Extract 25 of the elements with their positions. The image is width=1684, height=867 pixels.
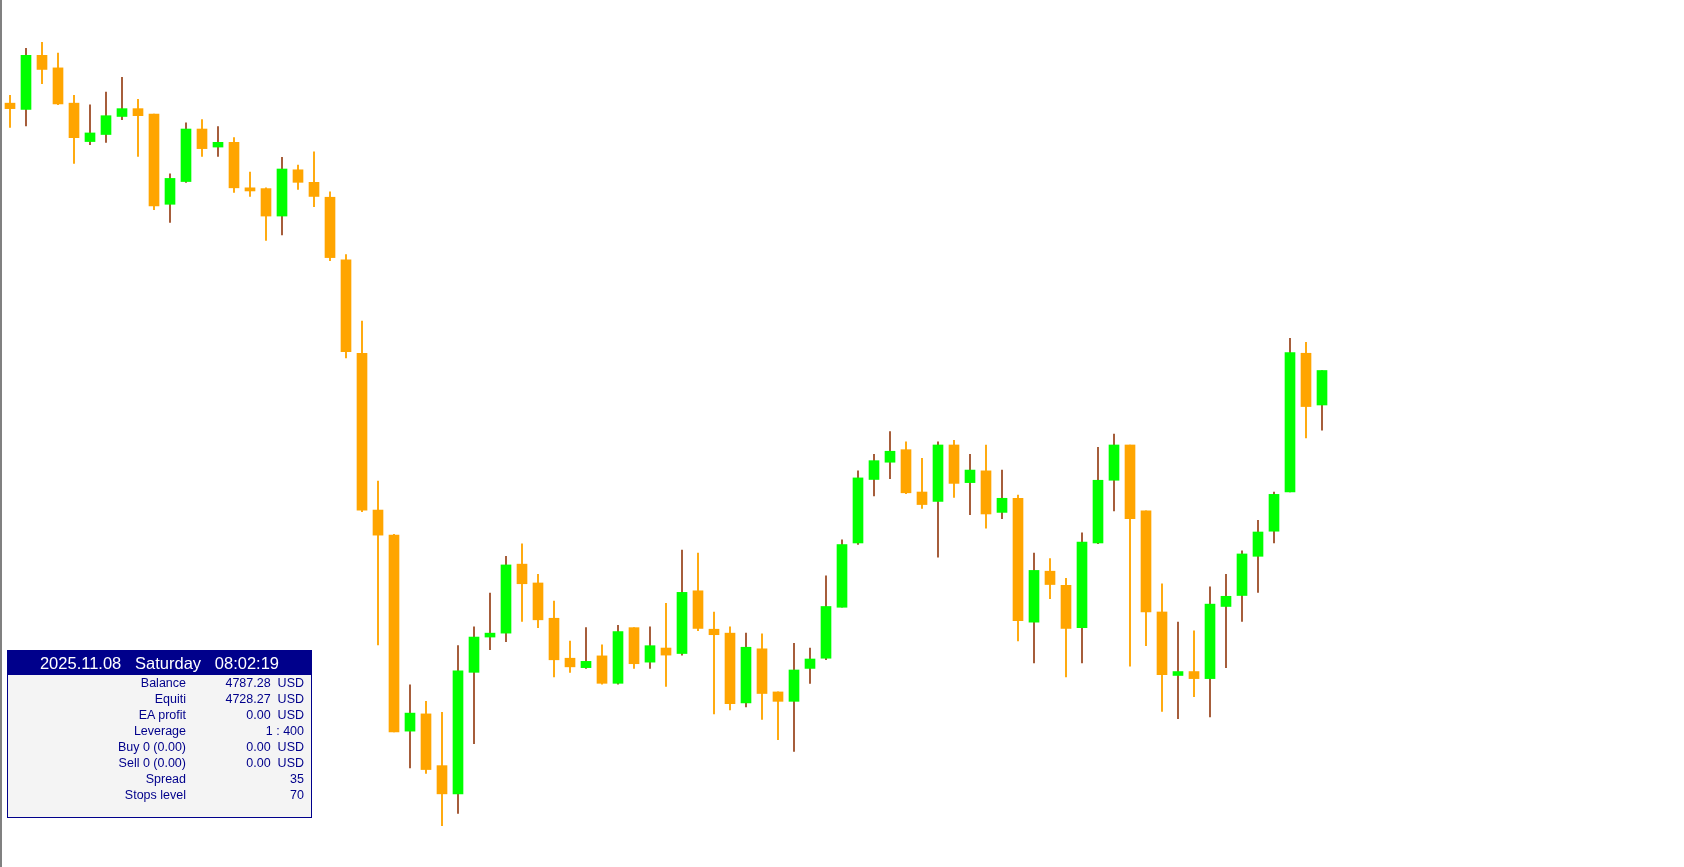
category-label: Equiti xyxy=(153,691,186,707)
candlestick xyxy=(708,611,720,715)
category-label: EA profit xyxy=(137,707,186,723)
category-label: Sell 0 (0.00) xyxy=(117,755,186,771)
category-label: Buy 0 (0.00) xyxy=(116,739,186,755)
category-label: Leverage xyxy=(132,723,186,739)
text: 4787.28 USD xyxy=(225,676,304,690)
text: 0.00 USD xyxy=(246,756,304,770)
candlestick xyxy=(244,171,256,197)
text: 2025.11.08 Saturday 08:02:19 xyxy=(8,651,311,675)
text: 1 : 400 xyxy=(265,724,304,738)
candlestick xyxy=(580,627,592,669)
text: 0.00 USD xyxy=(246,708,304,722)
text: 35 xyxy=(290,772,304,786)
text: 4728.27 USD xyxy=(225,692,304,706)
candlestick xyxy=(1188,630,1200,697)
category-label: Stops level xyxy=(123,787,186,803)
text: 70 xyxy=(290,788,304,802)
text: 0.00 USD xyxy=(246,740,304,754)
category-label: Balance xyxy=(139,675,186,691)
candlestick xyxy=(132,98,144,157)
candlestick xyxy=(372,480,384,646)
candlestick xyxy=(1220,574,1232,668)
candlestick xyxy=(1172,621,1184,719)
category-label: Spread xyxy=(144,771,186,787)
